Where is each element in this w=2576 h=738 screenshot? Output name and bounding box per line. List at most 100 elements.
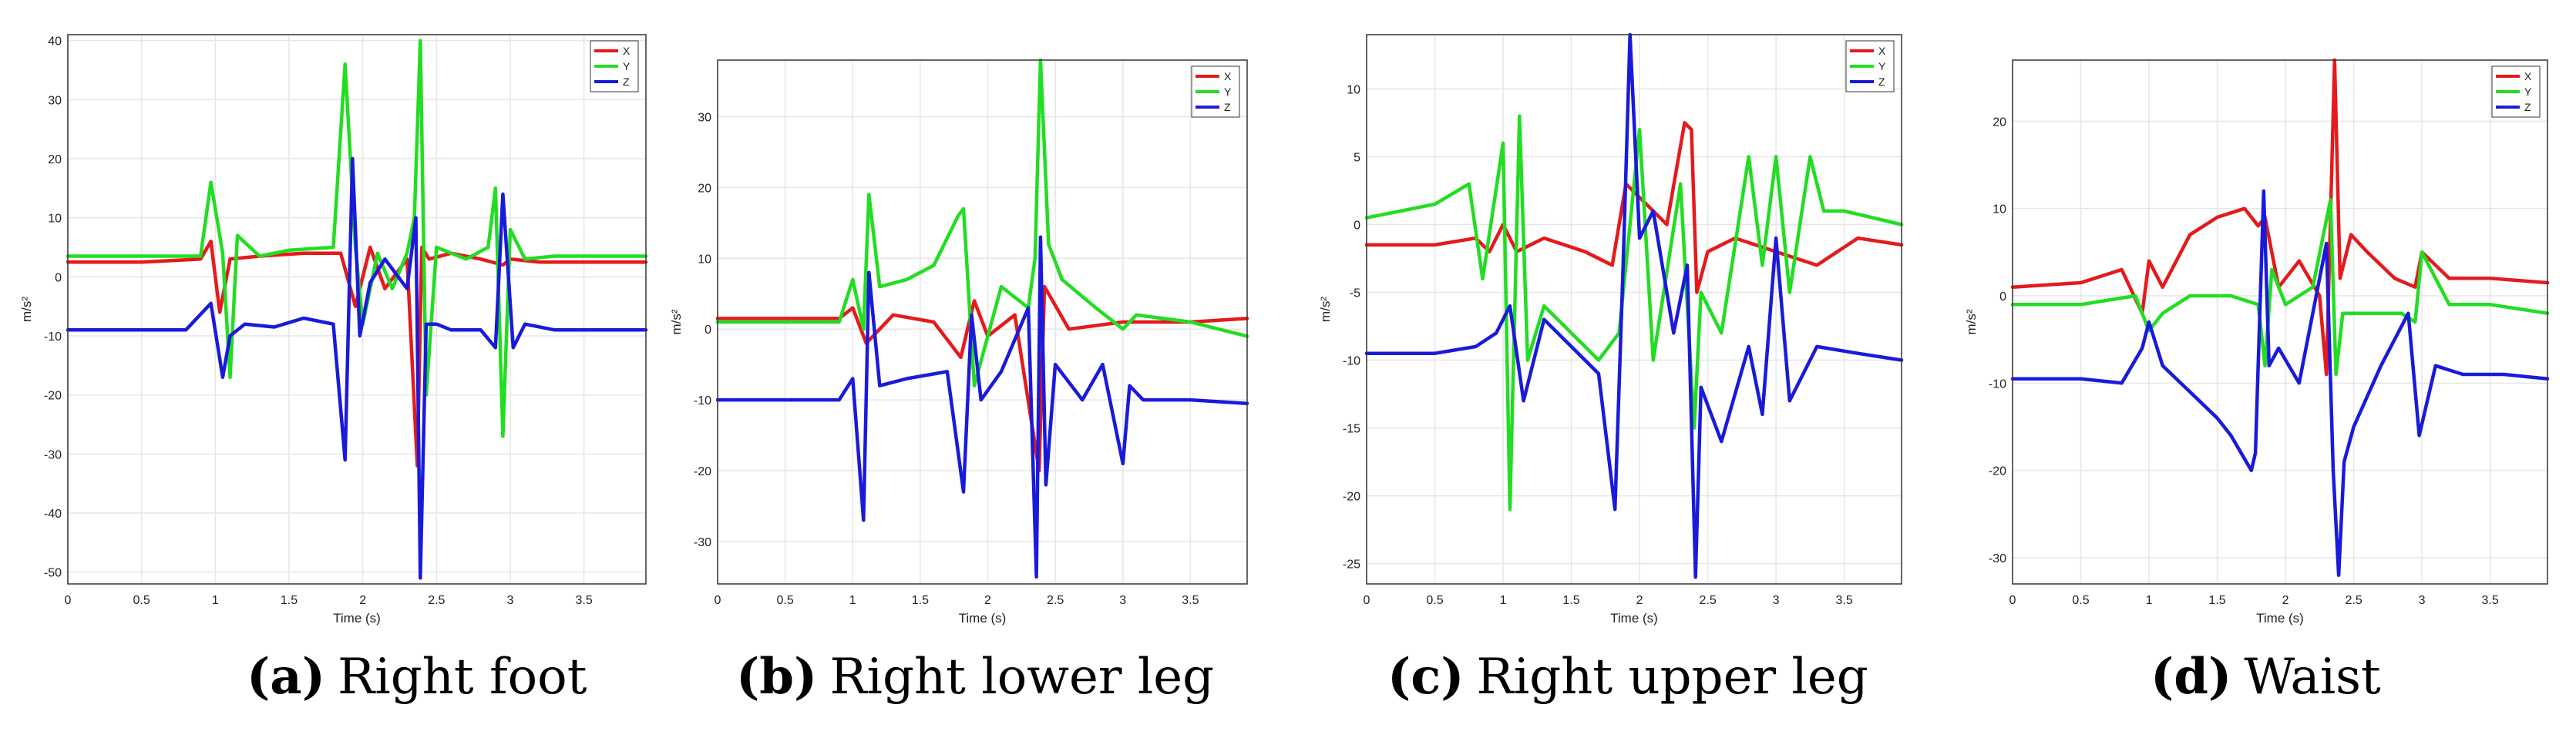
- ylabel-d: m/s²: [1964, 309, 1979, 334]
- legend-d: XYZ: [2491, 65, 2541, 118]
- caption-b-letter: (b): [736, 648, 817, 706]
- ytick-label-a-7: 20: [48, 153, 62, 166]
- ytick-label-b-2: -10: [694, 394, 711, 408]
- legend-label-a-x: X: [623, 45, 631, 57]
- ytick-label-b-1: -20: [694, 465, 711, 478]
- xtick-label-c-0: 0: [1364, 594, 1370, 607]
- ytick-label-b-3: 0: [705, 324, 711, 337]
- caption-b-text: Right lower leg: [829, 649, 1214, 706]
- series-line-c-x: [1364, 121, 1904, 294]
- series-line-a-z: [66, 156, 648, 580]
- xtick-label-b-6: 3: [1119, 594, 1126, 607]
- series-line-b-z: [715, 235, 1249, 579]
- legend-a: XYZ: [590, 40, 639, 92]
- ytick-label-c-0: -25: [1343, 559, 1360, 572]
- legend-label-a-z: Z: [623, 75, 630, 88]
- plot-area-d: [2013, 60, 2547, 584]
- series-line-a-x: [66, 240, 648, 468]
- ylabel-c: m/s²: [1318, 297, 1333, 322]
- ylabel-a: m/s²: [19, 297, 34, 322]
- ytick-label-a-8: 30: [48, 94, 62, 107]
- legend-label-d-z: Z: [2524, 101, 2531, 113]
- ytick-label-c-1: -20: [1343, 491, 1360, 504]
- xtick-label-c-5: 2.5: [1699, 594, 1716, 607]
- xtick-label-c-7: 3.5: [1836, 594, 1853, 607]
- legend-label-b-y: Y: [1224, 86, 1232, 98]
- ytick-label-b-4: 10: [698, 253, 711, 266]
- series-line-b-y: [715, 58, 1249, 387]
- legend-b: XYZ: [1191, 65, 1240, 118]
- series-line-d-x: [2010, 58, 2550, 377]
- ytick-label-d-2: -10: [1989, 377, 2006, 391]
- xtick-label-b-1: 0.5: [777, 594, 794, 607]
- series-line-d-y: [2010, 198, 2550, 377]
- ytick-label-b-0: -30: [694, 536, 711, 549]
- xtick-label-d-1: 0.5: [2072, 594, 2089, 607]
- xtick-label-d-5: 2.5: [2345, 594, 2362, 607]
- xtick-label-c-1: 0.5: [1426, 594, 1443, 607]
- xtick-label-a-7: 3.5: [576, 594, 593, 607]
- series-line-c-y: [1364, 114, 1904, 512]
- xtick-label-c-2: 1: [1500, 594, 1507, 607]
- legend-label-d-y: Y: [2524, 86, 2532, 98]
- ytick-label-a-0: -50: [44, 567, 62, 580]
- xtick-label-d-3: 1.5: [2208, 594, 2225, 607]
- xtick-label-d-4: 2: [2282, 594, 2289, 607]
- ylabel-b: m/s²: [669, 309, 684, 334]
- xtick-label-b-4: 2: [984, 594, 991, 607]
- plot-area-a: [68, 35, 646, 584]
- ytick-label-a-5: 0: [55, 271, 62, 284]
- series-line-d-z: [2010, 189, 2550, 577]
- legend-label-b-z: Z: [1224, 101, 1231, 113]
- ytick-label-c-4: -5: [1350, 287, 1360, 300]
- ytick-label-b-5: 20: [698, 182, 711, 195]
- ytick-label-a-3: -20: [44, 390, 62, 403]
- ytick-label-c-5: 0: [1354, 219, 1360, 232]
- ytick-label-c-3: -10: [1343, 355, 1360, 368]
- ytick-label-a-6: 10: [48, 213, 62, 226]
- ytick-label-b-6: 30: [698, 112, 711, 125]
- xtick-label-c-3: 1.5: [1562, 594, 1579, 607]
- xlabel-b: Time (s): [959, 611, 1007, 626]
- legend-c: XYZ: [1845, 40, 1895, 92]
- axes-frame-d: [2012, 59, 2548, 585]
- ytick-label-d-1: -20: [1989, 465, 2006, 478]
- caption-c-letter: (c): [1387, 648, 1465, 706]
- xlabel-d: Time (s): [2256, 611, 2304, 626]
- ytick-label-c-7: 10: [1347, 83, 1360, 96]
- xtick-label-a-0: 0: [65, 594, 72, 607]
- legend-label-c-z: Z: [1878, 75, 1885, 88]
- legend-label-d-x: X: [2524, 70, 2532, 82]
- caption-a-text: Right foot: [338, 649, 587, 706]
- ytick-label-d-5: 20: [1993, 116, 2006, 129]
- xtick-label-a-4: 2: [359, 594, 366, 607]
- xtick-label-a-2: 1: [212, 594, 219, 607]
- caption-d-letter: (d): [2151, 648, 2231, 706]
- ytick-label-a-2: -30: [44, 448, 62, 461]
- subplot-b: (b) Right lower leg 0 0.5 1 1.5 2 2.5 3 3.5 -30 -…: [669, 58, 1249, 706]
- legend-label-c-x: X: [1878, 45, 1886, 57]
- legend-label-a-y: Y: [623, 60, 631, 72]
- ytick-label-a-9: 40: [48, 35, 62, 49]
- axes-frame-a: [67, 34, 647, 585]
- subplot-c: (c) Right upper leg 0 0.5 1 1.5 2 2.5 3 3.5 -25 -…: [1318, 32, 1904, 706]
- ytick-label-d-3: 0: [1999, 290, 2006, 304]
- xtick-label-b-7: 3.5: [1182, 594, 1199, 607]
- series-line-a-y: [66, 39, 648, 438]
- caption-d-text: Waist: [2244, 649, 2381, 706]
- xtick-label-a-3: 1.5: [281, 594, 298, 607]
- ytick-label-a-4: -10: [44, 330, 62, 344]
- xtick-label-b-3: 1.5: [912, 594, 929, 607]
- axes-frame-b: [717, 59, 1248, 585]
- xtick-label-a-1: 0.5: [133, 594, 150, 607]
- legend-label-c-y: Y: [1878, 60, 1886, 72]
- xtick-label-b-2: 1: [849, 594, 856, 607]
- axes-frame-c: [1366, 34, 1902, 585]
- xtick-label-a-6: 3: [507, 594, 514, 607]
- legend-label-b-x: X: [1224, 70, 1232, 82]
- xtick-label-d-7: 3.5: [2482, 594, 2499, 607]
- subplot-a: (a) Right foot 0 0.5 1 1.5 2 2.5 3 3.5 -50 -40 -30…: [19, 34, 648, 706]
- xtick-label-d-0: 0: [2009, 594, 2016, 607]
- caption-a-letter: (a): [247, 648, 325, 706]
